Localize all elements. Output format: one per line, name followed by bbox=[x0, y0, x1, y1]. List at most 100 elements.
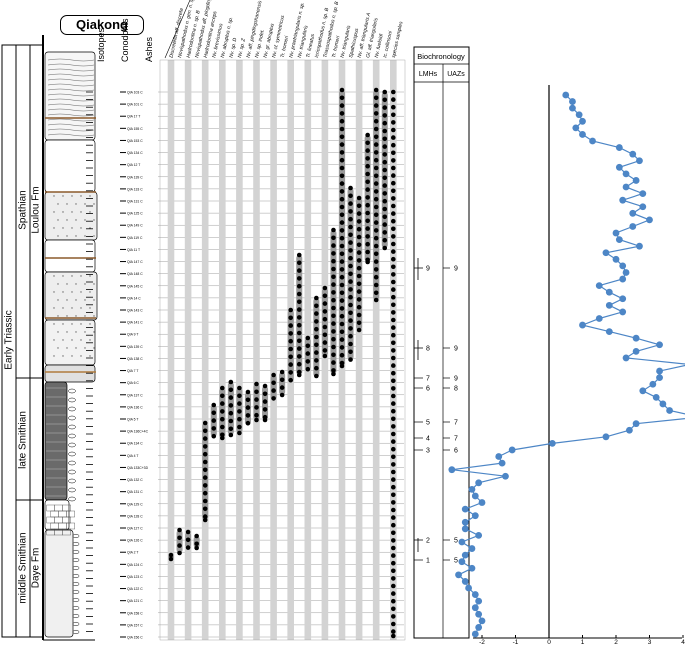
taxon-occurrence bbox=[296, 338, 302, 344]
taxon-occurrence bbox=[373, 95, 379, 101]
taxon-occurrence bbox=[331, 251, 336, 256]
isotope-point bbox=[455, 571, 462, 579]
taxon-occurrence bbox=[356, 211, 362, 216]
taxon-occurrence bbox=[365, 218, 370, 224]
lithology-texture bbox=[57, 299, 59, 301]
isotope-point bbox=[458, 538, 466, 546]
taxon-occurrence bbox=[177, 543, 182, 548]
taxon-occurrence bbox=[391, 446, 396, 452]
taxon-occurrence bbox=[339, 220, 345, 225]
biochronology-title: Biochronology bbox=[417, 52, 465, 61]
taxon-occurrence bbox=[382, 230, 388, 235]
taxon-occurrence bbox=[356, 304, 362, 310]
taxon-occurrence bbox=[202, 514, 208, 519]
taxon-occurrence bbox=[365, 156, 370, 161]
lithology-texture bbox=[47, 123, 95, 127]
taxon-occurrence bbox=[382, 175, 388, 181]
isotope-point bbox=[569, 98, 576, 105]
taxon-occurrence bbox=[373, 212, 379, 218]
taxon-occurrence bbox=[382, 105, 388, 110]
taxon-occurrence bbox=[202, 451, 208, 457]
isotope-point bbox=[579, 131, 586, 138]
lmh-label: 4 bbox=[426, 436, 430, 443]
taxon-occurrence bbox=[391, 477, 396, 482]
x-tick-label: 2 bbox=[614, 639, 618, 646]
taxon-occurrence bbox=[365, 202, 370, 208]
taxon-occurrence bbox=[339, 321, 345, 327]
isotope-point bbox=[471, 591, 479, 598]
taxon-occurrence bbox=[391, 545, 396, 551]
lithology-texture bbox=[89, 275, 91, 277]
taxon-stripe bbox=[219, 60, 226, 640]
taxon-occurrence bbox=[348, 240, 353, 245]
taxon-occurrence bbox=[391, 363, 396, 368]
taxon-occurrence bbox=[202, 459, 208, 465]
sample-label: QIA 124 C bbox=[127, 563, 143, 567]
taxon-occurrence bbox=[382, 191, 388, 196]
taxon-occurrence bbox=[314, 319, 319, 324]
taxon-occurrence bbox=[348, 294, 353, 300]
taxon-occurrence bbox=[296, 252, 302, 258]
taxon-occurrence bbox=[228, 426, 234, 432]
taxon-occurrence bbox=[365, 195, 370, 200]
isotope-point bbox=[619, 196, 627, 204]
taxon-occurrence bbox=[288, 323, 294, 328]
lithology-texture bbox=[75, 219, 77, 221]
lithology-nodule bbox=[72, 589, 80, 595]
taxon-occurrence bbox=[228, 379, 234, 385]
taxon-occurrence bbox=[339, 126, 345, 132]
taxon-occurrence bbox=[391, 294, 396, 300]
taxon-occurrence bbox=[339, 173, 345, 179]
isotope-point bbox=[508, 446, 516, 454]
lithology-texture bbox=[89, 195, 91, 197]
taxon-occurrence bbox=[373, 204, 379, 210]
taxon-occurrence bbox=[314, 303, 319, 309]
taxon-occurrence bbox=[391, 583, 396, 589]
taxon-occurrence bbox=[373, 196, 379, 202]
taxon-occurrence bbox=[271, 372, 276, 378]
taxon-occurrence bbox=[288, 338, 294, 344]
taxon-occurrence bbox=[271, 396, 276, 401]
isotope-point bbox=[605, 301, 613, 309]
taxon-occurrence bbox=[279, 392, 285, 398]
isotope-point bbox=[636, 157, 643, 165]
taxon-occurrence bbox=[254, 397, 259, 402]
uaz-label: 7 bbox=[454, 420, 458, 427]
lithology-texture bbox=[71, 211, 73, 213]
taxon-occurrence bbox=[373, 103, 379, 108]
taxon-occurrence bbox=[331, 297, 336, 303]
taxon-occurrence bbox=[314, 311, 319, 316]
taxon-occurrence bbox=[382, 89, 388, 95]
sample-label: QIA 6 C bbox=[127, 381, 139, 385]
isotope-point bbox=[572, 124, 580, 132]
lithology-nodule bbox=[68, 415, 76, 421]
taxon-occurrence bbox=[391, 424, 396, 429]
x-tick-label: 4 bbox=[681, 639, 685, 646]
lithology-texture bbox=[84, 347, 86, 349]
isotope-point bbox=[622, 354, 630, 362]
isotope-point bbox=[632, 177, 640, 184]
taxon-occurrence bbox=[348, 310, 353, 316]
taxon-occurrence bbox=[356, 320, 362, 326]
taxon-occurrence bbox=[373, 157, 379, 163]
isotope-point bbox=[471, 492, 479, 500]
taxon-occurrence bbox=[339, 87, 345, 93]
sample-label: QIA 153 C bbox=[127, 139, 143, 143]
taxon-range-bar bbox=[356, 198, 363, 330]
taxon-stripe bbox=[184, 60, 192, 640]
taxon-occurrence bbox=[391, 302, 396, 308]
isotope-point bbox=[632, 420, 640, 428]
lithology-texture bbox=[75, 299, 77, 301]
lithology-texture bbox=[71, 227, 73, 229]
taxon-occurrence bbox=[339, 157, 345, 163]
lithology-nodule bbox=[72, 573, 80, 579]
lithology-nodule bbox=[68, 397, 76, 403]
lithology-texture bbox=[47, 108, 95, 112]
taxon-occurrence bbox=[322, 353, 328, 359]
lithology-unit bbox=[44, 139, 96, 193]
taxon-occurrence bbox=[220, 424, 225, 430]
taxon-occurrence bbox=[245, 413, 251, 418]
taxon-occurrence bbox=[296, 268, 302, 273]
lithology-unit bbox=[44, 364, 96, 383]
taxon-name: Nv. sp. D bbox=[228, 37, 238, 58]
